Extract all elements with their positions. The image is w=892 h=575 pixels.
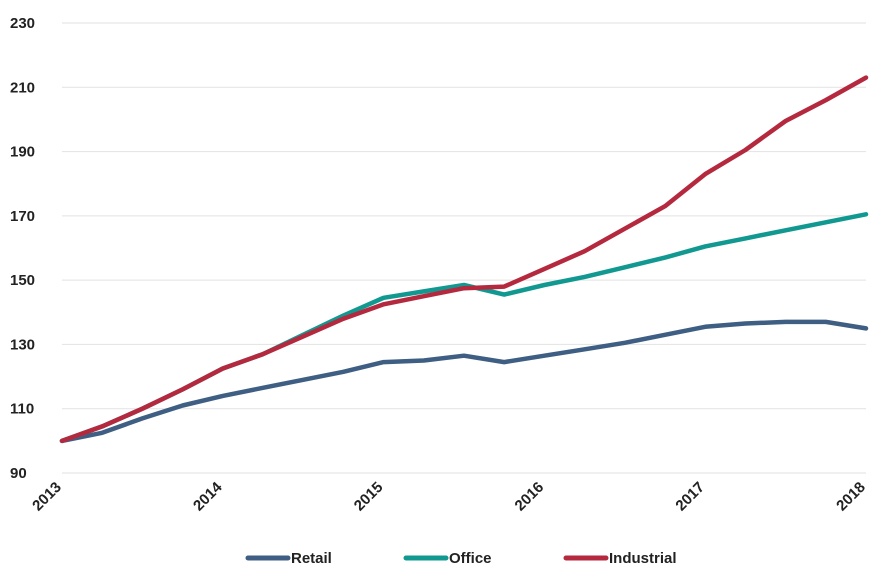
- legend-label-industrial: Industrial: [609, 550, 677, 567]
- x-tick-label: 2014: [190, 478, 226, 514]
- y-tick-label: 130: [10, 336, 35, 353]
- y-axis-ticks: 90 110 130 150 170 190 210 230: [10, 15, 35, 482]
- grid-lines: [62, 22, 866, 474]
- y-tick-label: 150: [10, 272, 35, 289]
- x-tick-label: 2017: [672, 479, 708, 515]
- series-lines: [59, 75, 869, 444]
- legend: Retail Office Industrial: [245, 550, 677, 567]
- y-tick-label: 110: [10, 401, 34, 418]
- legend-label-retail: Retail: [291, 550, 332, 567]
- x-tick-label: 2015: [351, 479, 387, 515]
- y-tick-label: 210: [10, 79, 35, 96]
- y-tick-label: 90: [10, 465, 27, 482]
- y-tick-label: 230: [10, 15, 35, 32]
- x-tick-label: 2013: [29, 479, 65, 515]
- x-tick-label: 2016: [512, 479, 548, 515]
- y-tick-label: 170: [10, 208, 35, 225]
- x-tick-label: 2018: [833, 479, 869, 515]
- y-tick-label: 190: [10, 144, 35, 161]
- x-axis-ticks: 2013 2014 2015 2016 2017 2018: [29, 478, 869, 514]
- series-line-industrial: [59, 75, 869, 444]
- series-line-retail: [59, 319, 869, 444]
- legend-label-office: Office: [449, 550, 492, 567]
